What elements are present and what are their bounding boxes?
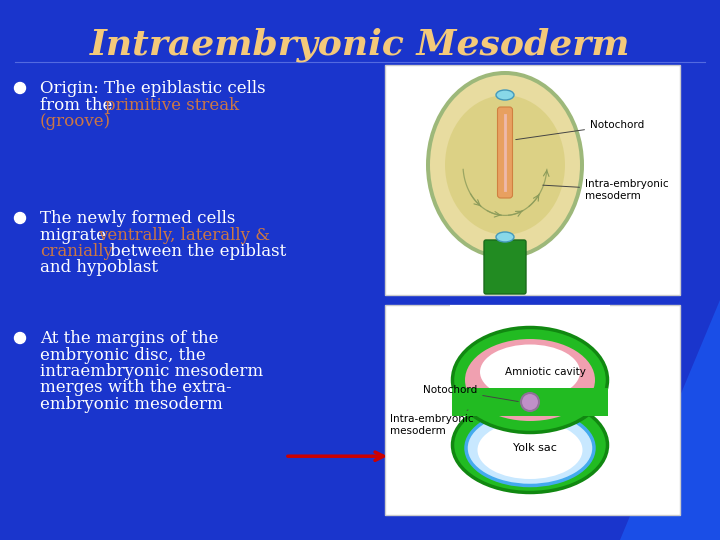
FancyBboxPatch shape bbox=[455, 392, 605, 412]
Polygon shape bbox=[620, 300, 720, 540]
Ellipse shape bbox=[466, 410, 594, 485]
Text: Intraembryonic Mesoderm: Intraembryonic Mesoderm bbox=[90, 28, 630, 62]
Ellipse shape bbox=[430, 75, 580, 255]
FancyBboxPatch shape bbox=[450, 305, 610, 415]
Text: between the epiblast: between the epiblast bbox=[105, 243, 287, 260]
Circle shape bbox=[521, 393, 539, 411]
Circle shape bbox=[14, 213, 25, 224]
Text: Intra-embryonic
mesoderm: Intra-embryonic mesoderm bbox=[543, 179, 669, 201]
Text: embryonic disc, the: embryonic disc, the bbox=[40, 347, 206, 363]
Ellipse shape bbox=[496, 90, 514, 100]
Ellipse shape bbox=[426, 71, 584, 259]
FancyBboxPatch shape bbox=[484, 240, 526, 294]
Text: merges with the extra-: merges with the extra- bbox=[40, 380, 232, 396]
Ellipse shape bbox=[465, 339, 595, 421]
Ellipse shape bbox=[452, 327, 608, 433]
Ellipse shape bbox=[477, 421, 582, 479]
Ellipse shape bbox=[452, 397, 608, 492]
FancyBboxPatch shape bbox=[385, 65, 680, 295]
Text: from the: from the bbox=[40, 97, 117, 113]
Text: Intra-embryonic
mesoderm: Intra-embryonic mesoderm bbox=[390, 410, 474, 436]
Text: Amniotic cavity: Amniotic cavity bbox=[505, 367, 585, 377]
Circle shape bbox=[14, 83, 25, 93]
Text: and hypoblast: and hypoblast bbox=[40, 260, 158, 276]
Text: embryonic mesoderm: embryonic mesoderm bbox=[40, 396, 222, 413]
Text: migrate: migrate bbox=[40, 226, 112, 244]
Text: intraembryonic mesoderm: intraembryonic mesoderm bbox=[40, 363, 263, 380]
Ellipse shape bbox=[452, 327, 608, 433]
Text: cranially: cranially bbox=[40, 243, 113, 260]
Ellipse shape bbox=[480, 345, 580, 400]
Circle shape bbox=[521, 393, 539, 411]
Text: At the margins of the: At the margins of the bbox=[40, 330, 218, 347]
FancyBboxPatch shape bbox=[498, 107, 513, 198]
Text: Notochord: Notochord bbox=[516, 120, 644, 140]
Ellipse shape bbox=[496, 232, 514, 242]
Ellipse shape bbox=[465, 339, 595, 421]
FancyBboxPatch shape bbox=[385, 305, 680, 515]
Text: ventrally, laterally &: ventrally, laterally & bbox=[98, 226, 270, 244]
FancyBboxPatch shape bbox=[452, 388, 608, 416]
Ellipse shape bbox=[480, 345, 580, 400]
Circle shape bbox=[14, 333, 25, 343]
Text: Notochord: Notochord bbox=[423, 385, 518, 402]
Text: The newly formed cells: The newly formed cells bbox=[40, 210, 235, 227]
Text: Yolk sac: Yolk sac bbox=[513, 443, 557, 453]
Text: primitive streak: primitive streak bbox=[105, 97, 240, 113]
Text: (groove): (groove) bbox=[40, 113, 111, 130]
Ellipse shape bbox=[445, 95, 565, 235]
Text: Origin: The epiblastic cells: Origin: The epiblastic cells bbox=[40, 80, 266, 97]
